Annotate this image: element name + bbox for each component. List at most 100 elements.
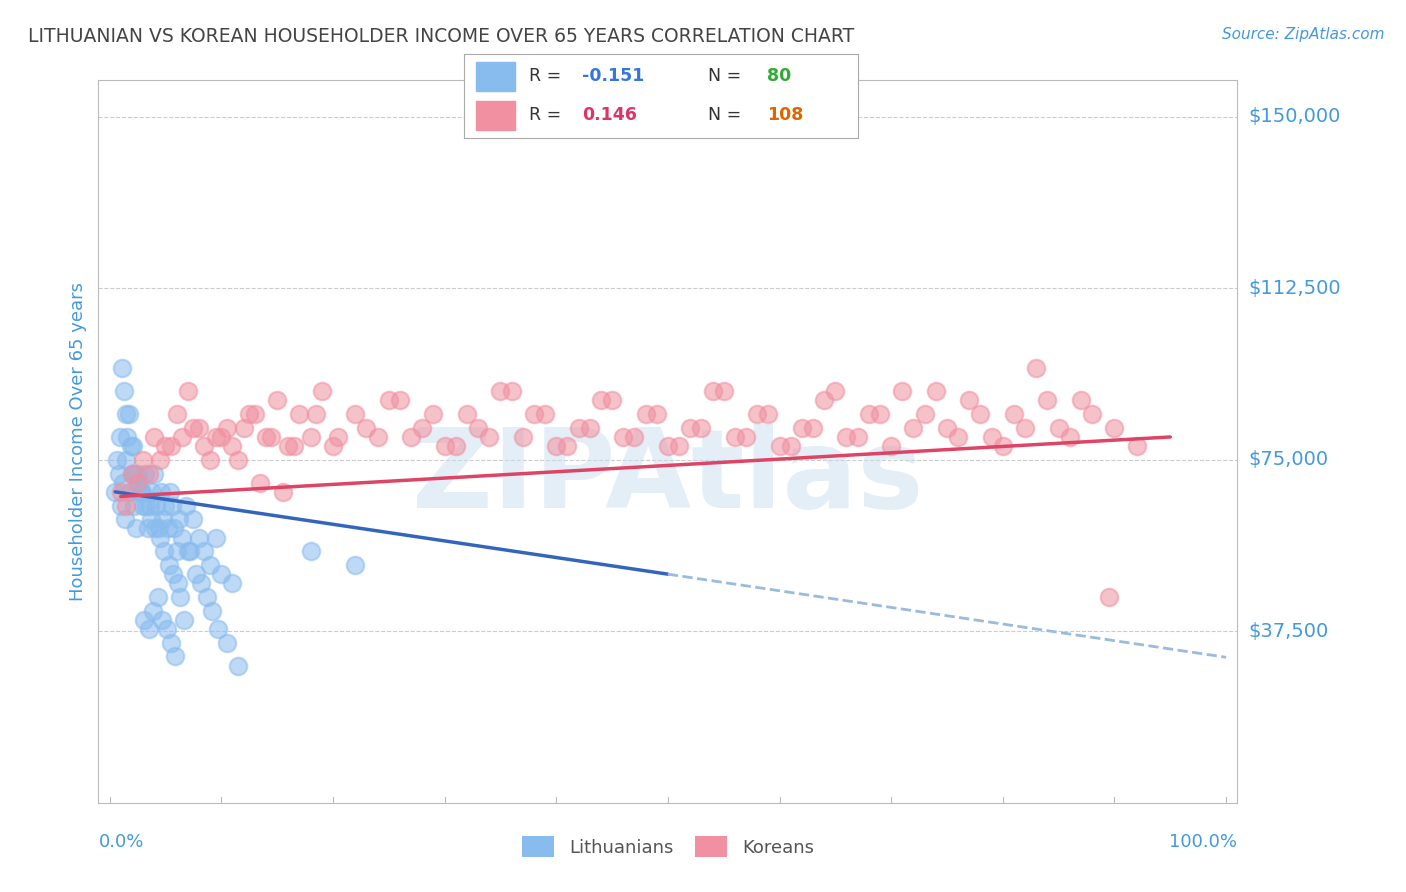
Point (623, 430, 645, 444)
Text: 100.0%: 100.0% (1170, 833, 1237, 851)
Point (193, 544, 215, 558)
Point (523, 407, 546, 421)
Point (388, 393, 411, 408)
Point (690, 421, 713, 435)
FancyBboxPatch shape (475, 101, 515, 130)
Point (198, 558, 221, 572)
Point (155, 622, 177, 636)
Point (790, 421, 813, 435)
Point (110, 484, 132, 499)
Point (143, 467, 166, 481)
Point (824, 384, 846, 399)
Point (150, 613, 173, 627)
Text: Source: ZipAtlas.com: Source: ZipAtlas.com (1222, 27, 1385, 42)
Point (111, 361, 134, 376)
Point (155, 439, 177, 453)
Point (148, 521, 170, 535)
Point (204, 531, 226, 545)
Point (1059, 430, 1081, 444)
Point (121, 467, 143, 481)
Text: 80: 80 (768, 68, 792, 86)
Point (612, 430, 634, 444)
Point (936, 421, 959, 435)
Point (467, 421, 489, 435)
Point (668, 439, 690, 453)
Point (266, 393, 288, 408)
Point (134, 613, 156, 627)
Point (980, 430, 1002, 444)
Point (1036, 393, 1059, 408)
Point (846, 430, 869, 444)
Text: N =: N = (709, 68, 741, 86)
Point (957, 393, 980, 408)
Point (149, 453, 172, 467)
Point (138, 622, 160, 636)
Point (747, 407, 769, 421)
Point (260, 430, 283, 444)
Point (288, 407, 311, 421)
Point (377, 393, 399, 408)
Text: LITHUANIAN VS KOREAN HOUSEHOLDER INCOME OVER 65 YEARS CORRELATION CHART: LITHUANIAN VS KOREAN HOUSEHOLDER INCOME … (28, 27, 855, 45)
Point (779, 439, 801, 453)
Y-axis label: Householder Income Over 65 years: Householder Income Over 65 years (69, 282, 87, 601)
Text: R =: R = (529, 106, 561, 124)
Point (756, 407, 779, 421)
Point (138, 467, 160, 481)
Point (155, 499, 177, 513)
Point (108, 430, 131, 444)
Point (135, 499, 157, 513)
Point (146, 590, 169, 604)
Point (1002, 407, 1025, 421)
Point (127, 475, 149, 490)
Text: R =: R = (529, 68, 561, 86)
Point (159, 484, 181, 499)
Point (501, 384, 523, 399)
Point (768, 439, 790, 453)
Point (1098, 590, 1121, 604)
Point (169, 590, 191, 604)
Point (128, 484, 150, 499)
Point (139, 499, 162, 513)
Point (328, 430, 350, 444)
Point (114, 512, 136, 526)
Point (204, 430, 226, 444)
Point (1070, 393, 1092, 408)
Point (713, 384, 735, 399)
Point (162, 567, 184, 582)
Point (145, 521, 167, 535)
Point (512, 430, 534, 444)
Point (160, 439, 183, 453)
Point (567, 421, 589, 435)
Point (813, 393, 835, 408)
Point (179, 544, 201, 558)
Point (128, 475, 150, 490)
Point (411, 421, 433, 435)
Point (557, 439, 579, 453)
Point (249, 475, 271, 490)
Point (801, 421, 824, 435)
Point (183, 512, 205, 526)
Point (193, 439, 215, 453)
Legend: Lithuanians, Koreans: Lithuanians, Koreans (513, 827, 823, 866)
Point (271, 484, 294, 499)
Point (152, 512, 174, 526)
Point (534, 407, 557, 421)
Point (238, 407, 260, 421)
Point (546, 439, 568, 453)
Text: 108: 108 (768, 106, 803, 124)
Point (115, 453, 138, 467)
Point (925, 384, 948, 399)
Point (104, 484, 127, 499)
Point (254, 430, 277, 444)
Point (157, 558, 180, 572)
Text: 0.0%: 0.0% (98, 833, 143, 851)
Point (111, 475, 134, 490)
Point (283, 439, 305, 453)
Point (232, 421, 254, 435)
Point (187, 421, 209, 435)
Point (122, 499, 145, 513)
Point (127, 467, 149, 481)
Point (132, 453, 155, 467)
Point (115, 499, 138, 513)
Point (115, 407, 138, 421)
